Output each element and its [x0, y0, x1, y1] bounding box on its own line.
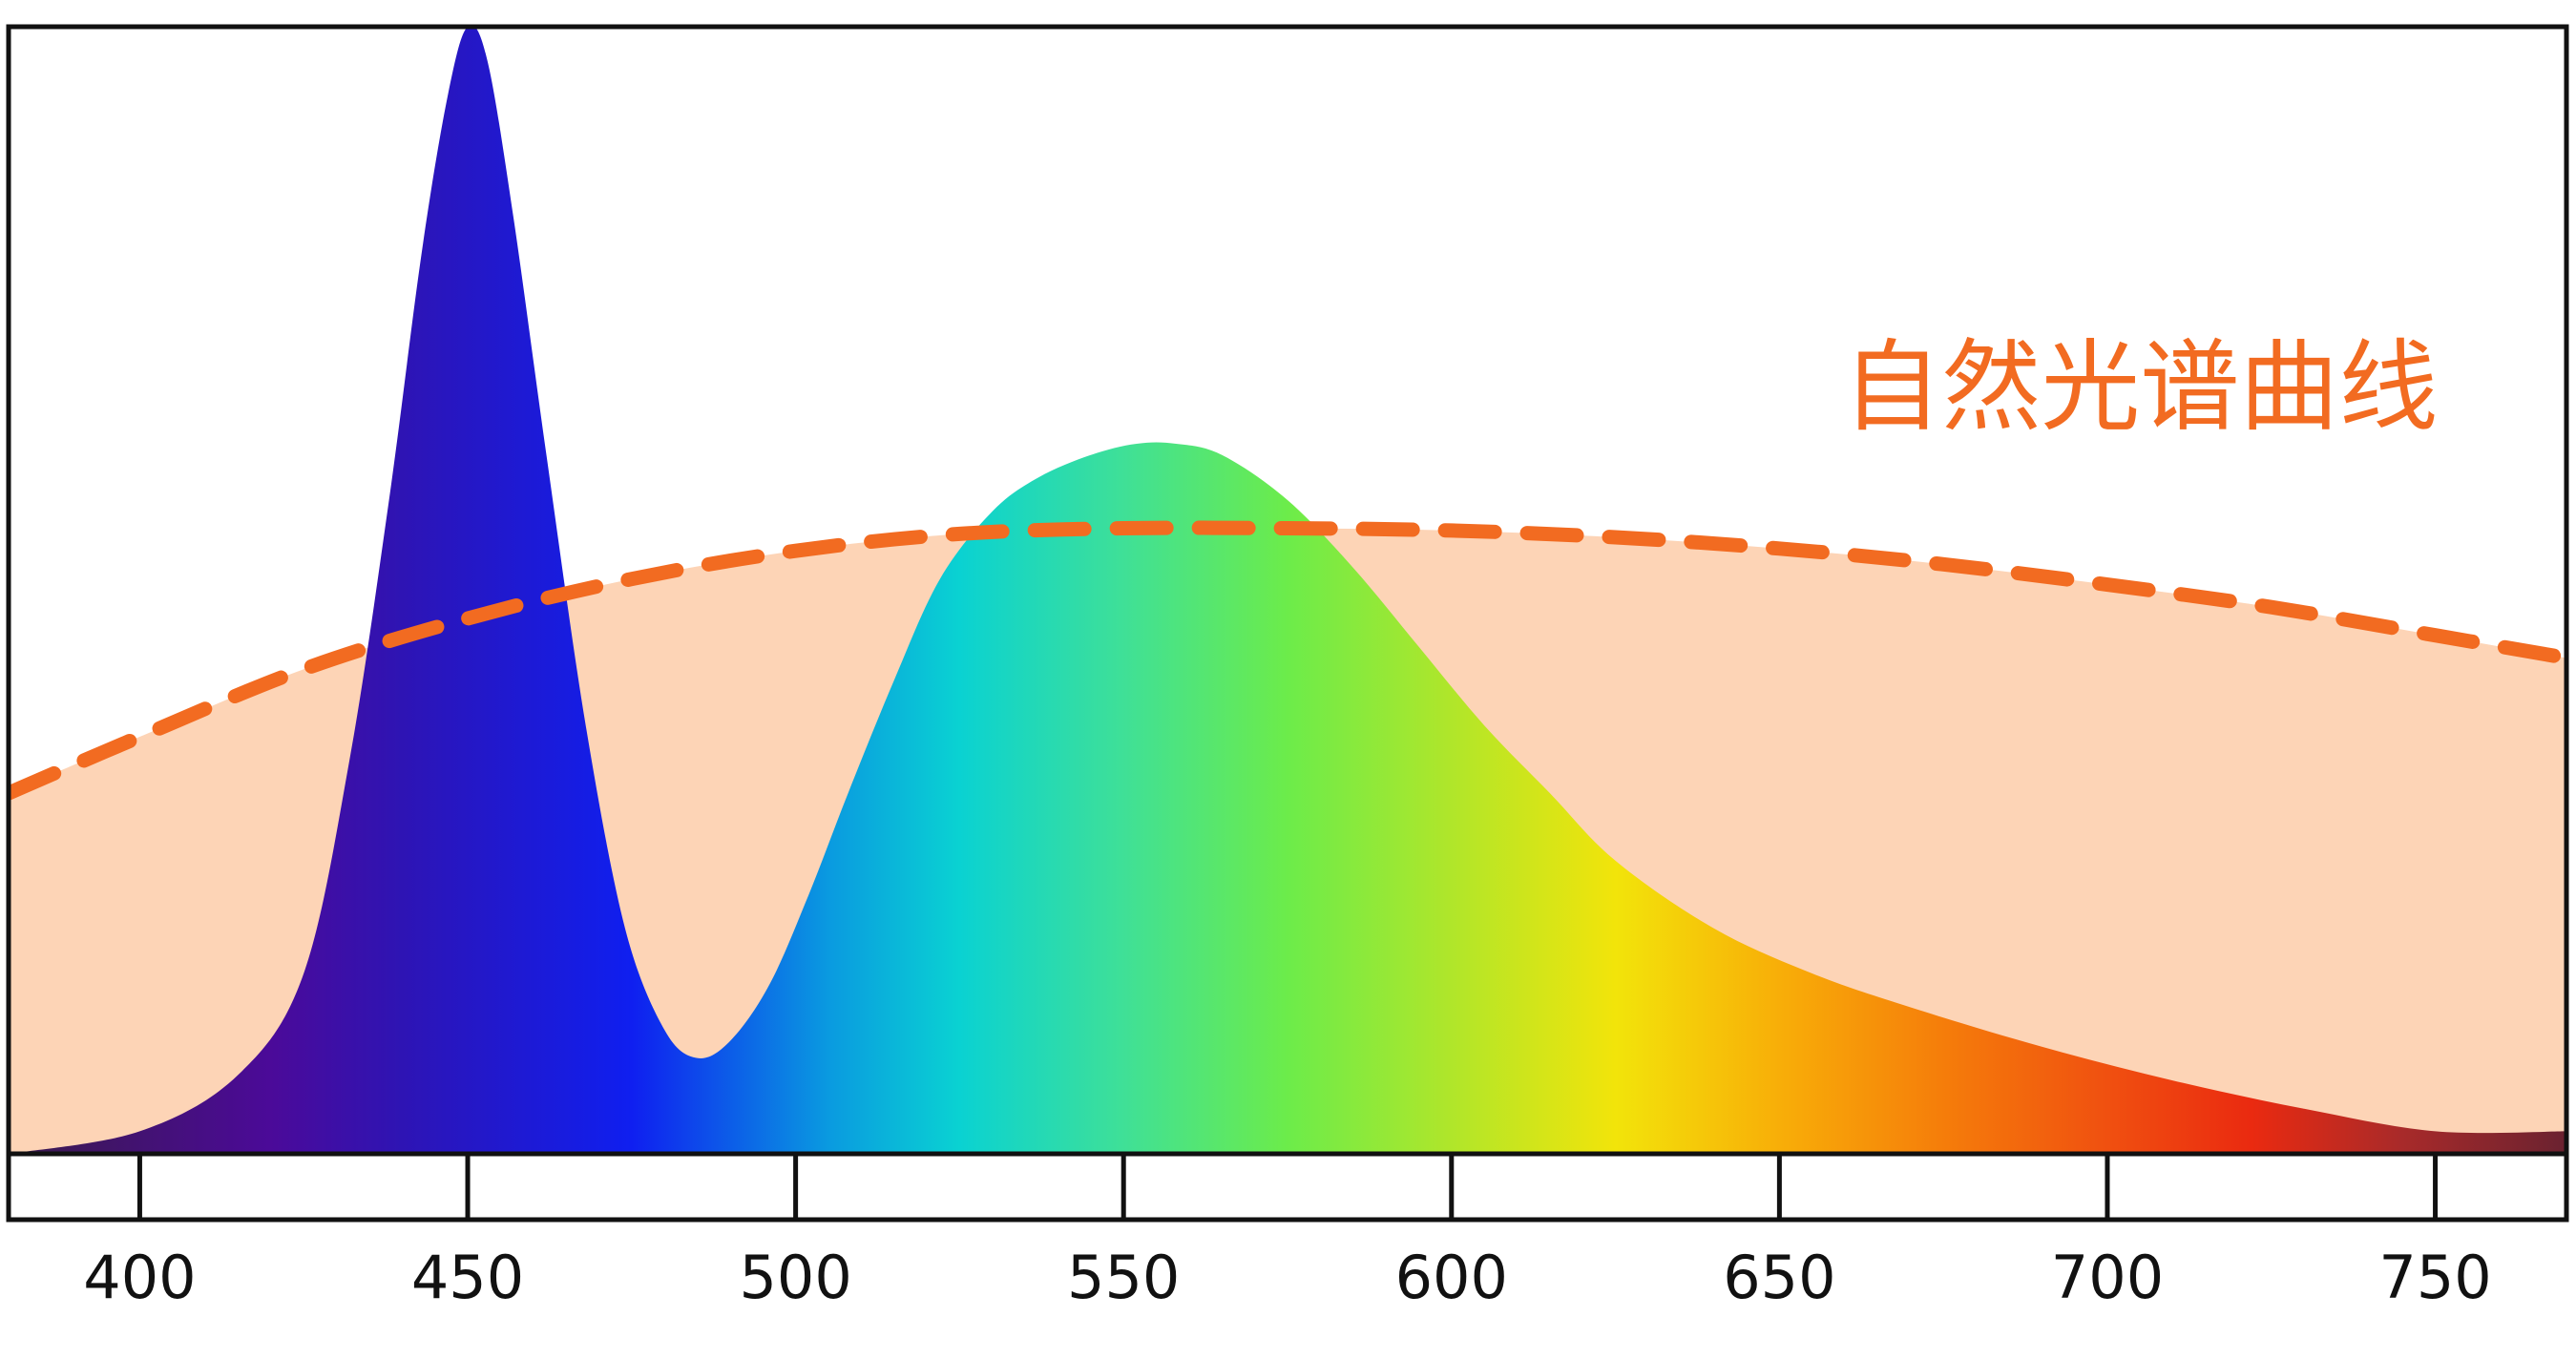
x-tick-label-450: 450 [411, 1243, 524, 1312]
chart-border [6, 24, 2569, 1223]
x-axis-tick-labels: 400 450 500 550 600 650 700 750 [83, 1243, 2491, 1312]
x-tick-label-650: 650 [1723, 1243, 1835, 1312]
led-spectrum-area [9, 27, 2566, 1154]
x-axis-ticks [136, 1154, 2439, 1220]
x-tick-label-500: 500 [739, 1243, 851, 1312]
natural-spectrum-label: 自然光谱曲线 [1842, 328, 2438, 445]
x-tick-label-550: 550 [1067, 1243, 1180, 1312]
x-tick-label-750: 750 [2378, 1243, 2491, 1312]
natural-spectrum-curve [9, 520, 2566, 801]
plot-area [9, 27, 2566, 1154]
x-tick-label-400: 400 [83, 1243, 196, 1312]
x-tick-label-600: 600 [1395, 1243, 1508, 1312]
x-tick-label-700: 700 [2051, 1243, 2164, 1312]
chart-frame [6, 24, 2569, 1223]
